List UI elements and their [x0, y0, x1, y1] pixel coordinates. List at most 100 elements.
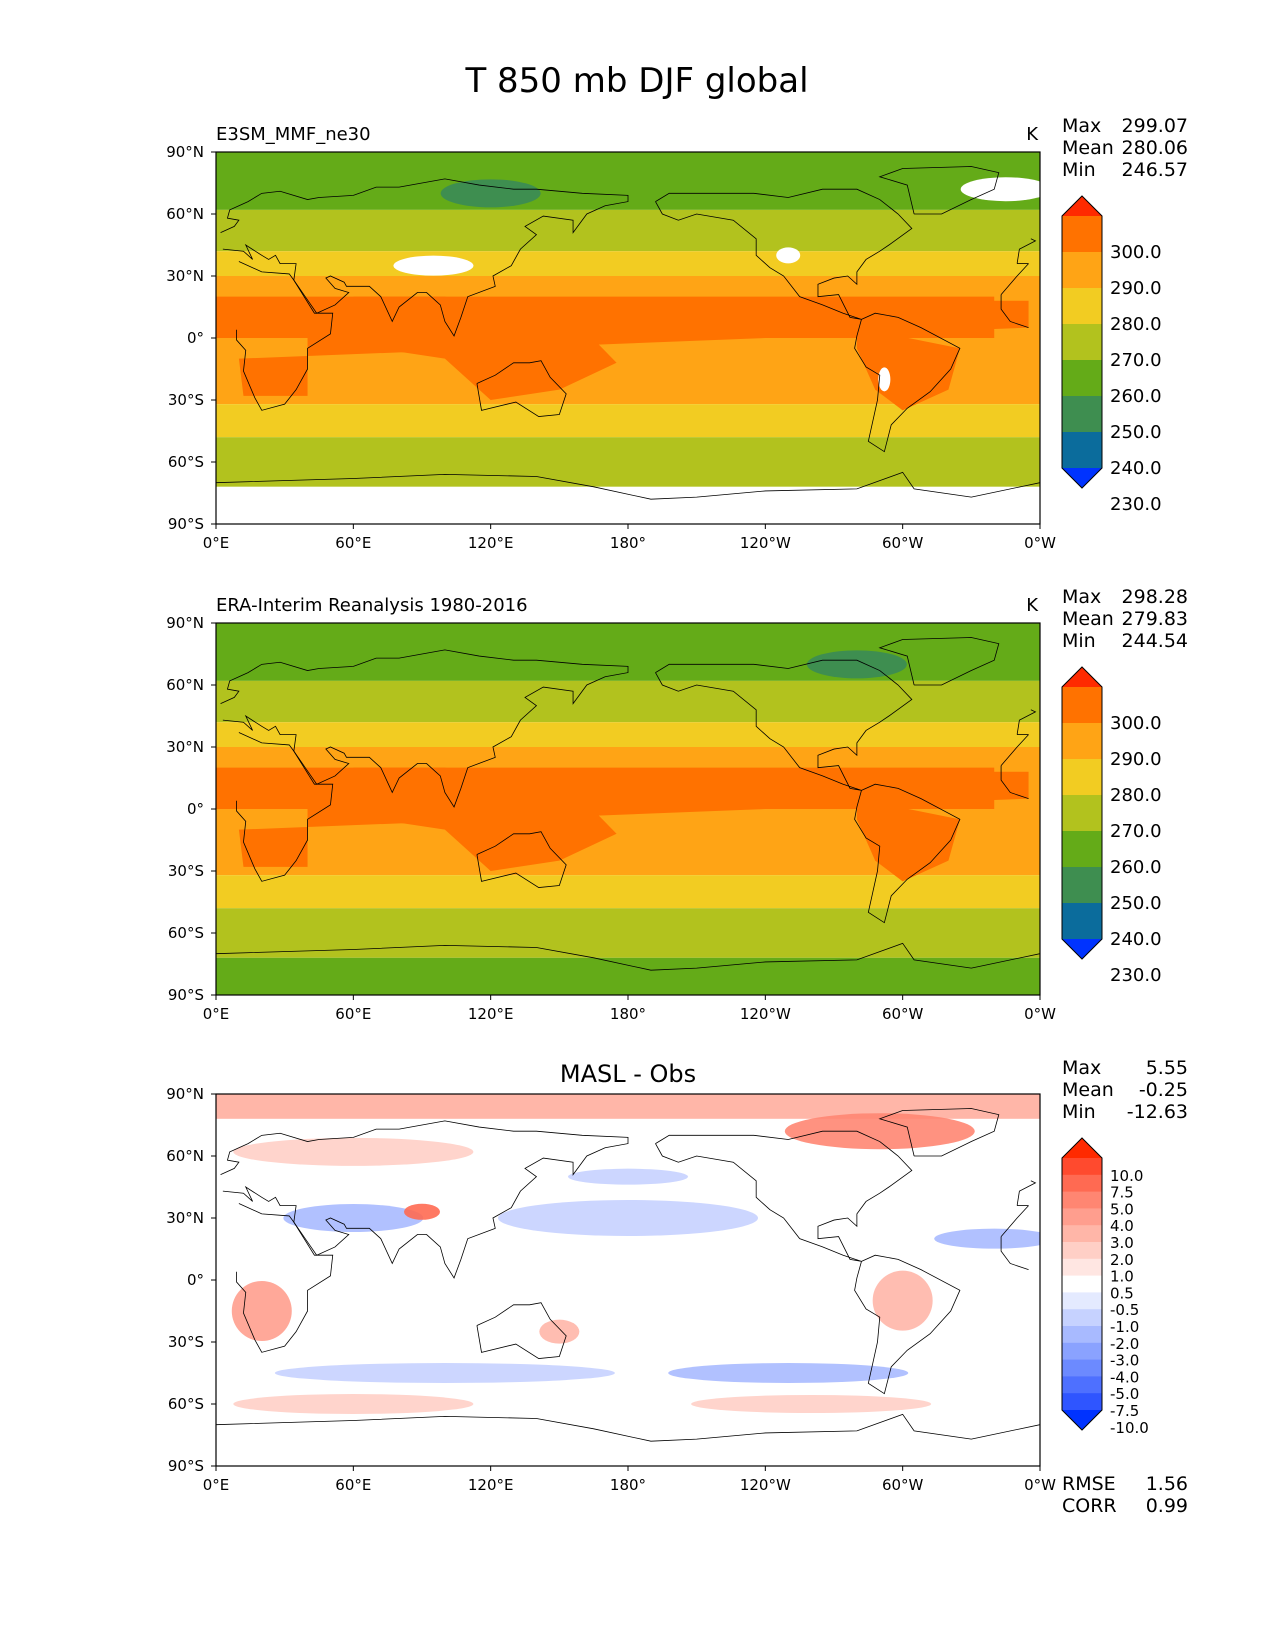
panel-title: E3SM_MMF_ne30: [216, 124, 371, 145]
colorbar-label: 230.0: [1110, 494, 1162, 515]
colorbar-label: -7.5: [1110, 1402, 1139, 1420]
map-panel-2: 0°E 60°E 120°E 180° 120°W 60°W 0°W 90°N 60°N 30°N…: [166, 586, 1188, 1023]
x-tick-label: 120°E: [468, 534, 514, 552]
colorbar-label: 5.0: [1110, 1200, 1134, 1218]
y-tick-label: 90°S: [168, 515, 204, 533]
difference-patch: [498, 1200, 758, 1236]
temperature-band: [216, 437, 1040, 487]
coastline-greenland: [878, 1108, 1000, 1157]
y-tick-label: 30°N: [166, 1209, 204, 1227]
y-tick-label: 90°N: [166, 1085, 204, 1103]
coastline-greenland: [878, 166, 1000, 215]
colorbar-label: -0.5: [1110, 1301, 1139, 1319]
coastline-africa: [1000, 1205, 1029, 1237]
y-tick-label: 90°N: [166, 614, 204, 632]
cold-region: [440, 179, 541, 208]
x-tick-label: 0°W: [1024, 1005, 1056, 1023]
colorbar-label: 300.0: [1110, 242, 1162, 263]
stat-label: Mean: [1062, 137, 1114, 159]
colorbar-outline: [1061, 1137, 1103, 1431]
colorbar-label: 2.0: [1110, 1251, 1134, 1269]
coastline-namerica: [655, 188, 913, 320]
colorbar-extend-min: [1062, 939, 1102, 959]
coastline-europe: [1016, 709, 1037, 735]
map-panel-1: 0°E 60°E 120°E 180° 120°W 60°W 0°W 90°N 60°N 30°N…: [166, 115, 1188, 552]
colorbar-segment: [1062, 759, 1102, 796]
coastline-africa: [1000, 263, 1029, 295]
x-tick-label: 180°: [610, 1476, 646, 1494]
stat-value: 298.28: [1122, 586, 1188, 608]
colorbar-segment: [1062, 1258, 1102, 1277]
coastline-africa: [1000, 765, 1029, 800]
colorbar-extend-min: [1062, 468, 1102, 488]
coastline-australia: [476, 831, 567, 888]
colorbar-segment: [1062, 1393, 1102, 1411]
coastline-samerica: [854, 312, 961, 453]
colorbar-segment: [1062, 396, 1102, 433]
y-tick-label: 90°N: [166, 143, 204, 161]
colorbar-segment: [1062, 1326, 1102, 1344]
missing-data-region: [878, 367, 891, 392]
temperature-band: [216, 404, 1040, 438]
colorbar-label: -4.0: [1110, 1368, 1139, 1386]
difference-patch: [872, 1270, 933, 1331]
colorbar-outline: [1061, 195, 1103, 489]
coastline-samerica: [854, 783, 961, 924]
temperature-band: [216, 908, 1040, 958]
colorbar-label: 250.0: [1110, 422, 1162, 443]
coastline-africa: [236, 732, 334, 882]
x-tick-label: 60°E: [335, 1005, 371, 1023]
y-tick-label: 60°S: [168, 924, 204, 942]
stat-value: 5.55: [1146, 1057, 1188, 1079]
coastline-greenland: [878, 637, 1000, 686]
coastlines: [216, 637, 1040, 971]
colorbar-label: 260.0: [1110, 857, 1162, 878]
x-tick-label: 60°E: [335, 534, 371, 552]
coastline-australia: [476, 1302, 567, 1359]
colorbar-label: -3.0: [1110, 1352, 1139, 1370]
coastline-africa: [1000, 734, 1029, 766]
colorbar-label: 300.0: [1110, 713, 1162, 734]
colorbar-segment: [1062, 1158, 1102, 1176]
x-tick-label: 180°: [610, 1005, 646, 1023]
coastline-antarctica: [216, 471, 1040, 500]
colorbar-segment: [1062, 795, 1102, 832]
colorbar-segment: [1062, 252, 1102, 289]
colorbar-segment: [1062, 1309, 1102, 1327]
panel-title: MASL - Obs: [560, 1060, 696, 1088]
colorbar: 10.07.55.04.03.02.01.00.5-0.5-1.0-2.0-3.…: [1061, 1137, 1149, 1437]
colorbar-segment: [1062, 1376, 1102, 1394]
warm-region: [216, 767, 995, 809]
colorbar-label: 270.0: [1110, 821, 1162, 842]
coastline-samerica: [854, 1254, 961, 1395]
coastline-europe: [1016, 1180, 1037, 1206]
colorbar-segment: [1062, 687, 1102, 724]
x-tick-label: 120°W: [740, 534, 791, 552]
stat-label: Max: [1062, 1057, 1101, 1079]
colorbar-segment: [1062, 1359, 1102, 1377]
y-tick-label: 90°S: [168, 1457, 204, 1475]
colorbar-label: 290.0: [1110, 749, 1162, 770]
temperature-band: [216, 957, 1040, 995]
x-tick-label: 60°E: [335, 1476, 371, 1494]
coastline-namerica: [655, 1130, 913, 1262]
colorbar-segment: [1062, 1191, 1102, 1209]
colorbar-label: 3.0: [1110, 1234, 1134, 1252]
colorbar-label: 4.0: [1110, 1217, 1134, 1235]
x-tick-label: 120°E: [468, 1476, 514, 1494]
colorbar-label: -2.0: [1110, 1335, 1139, 1353]
y-tick-label: 30°S: [168, 1333, 204, 1351]
difference-patch: [231, 1281, 292, 1341]
colorbar-segment: [1062, 1292, 1102, 1310]
difference-patch: [404, 1203, 440, 1220]
colorbar-extend-max: [1062, 196, 1102, 216]
metric-value: 1.56: [1146, 1473, 1188, 1495]
difference-patch: [233, 1137, 474, 1166]
coastline-australia: [476, 360, 567, 417]
difference-patch: [934, 1228, 1040, 1249]
coastline-europe: [220, 178, 629, 337]
missing-data-region: [393, 255, 474, 276]
colorbar: 300.0 290.0 280.0 270.0 260.0 250.0 240.0 230.0: [1061, 666, 1162, 986]
difference-patch: [539, 1319, 580, 1344]
